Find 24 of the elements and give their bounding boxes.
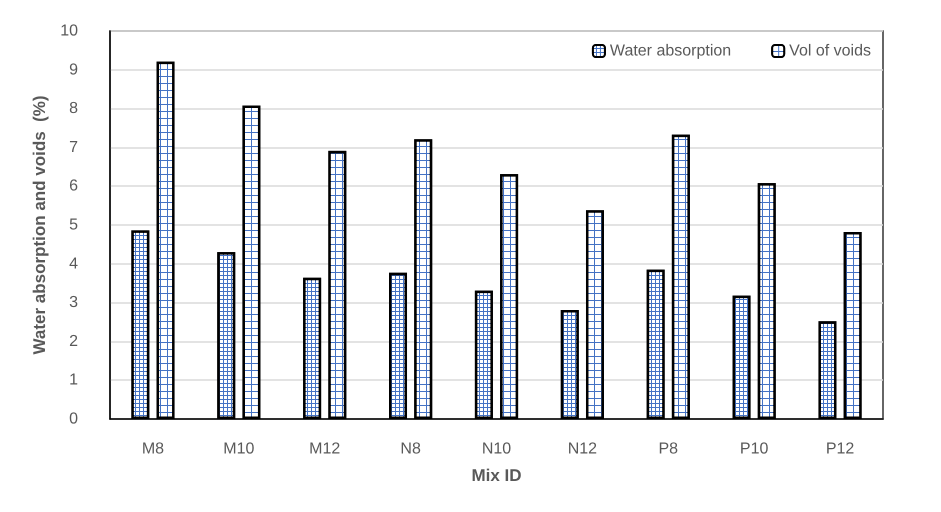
y-axis-title: Water absorption and voids (%) <box>30 95 49 355</box>
y-tick-label: 4 <box>69 255 78 272</box>
y-tick-label: 8 <box>69 100 78 118</box>
y-tick-label: 7 <box>69 138 78 156</box>
y-tick-label: 2 <box>69 332 78 350</box>
x-tick-label: N8 <box>400 440 421 458</box>
x-tick-label: P10 <box>740 440 769 458</box>
y-tick-label: 0 <box>69 410 78 428</box>
y-tick-label: 6 <box>69 178 78 195</box>
x-tick-label: N12 <box>568 440 598 458</box>
x-axis-title: Mix ID <box>471 466 522 485</box>
x-tick-label: M8 <box>142 440 164 458</box>
y-tick-label: 1 <box>69 372 78 389</box>
x-tick-label: P8 <box>658 440 678 458</box>
x-tick-label: N10 <box>482 440 512 458</box>
x-tick-label: P12 <box>826 440 854 458</box>
y-tick-label: 10 <box>60 22 78 40</box>
y-tick-label: 9 <box>69 61 78 78</box>
y-tick-label: 3 <box>69 294 78 312</box>
legend-label: Water absorption <box>610 42 732 60</box>
y-tick-label: 5 <box>69 216 78 234</box>
x-tick-label: M12 <box>309 440 340 458</box>
legend-label: Vol of voids <box>789 42 871 60</box>
x-tick-label: M10 <box>223 440 254 458</box>
